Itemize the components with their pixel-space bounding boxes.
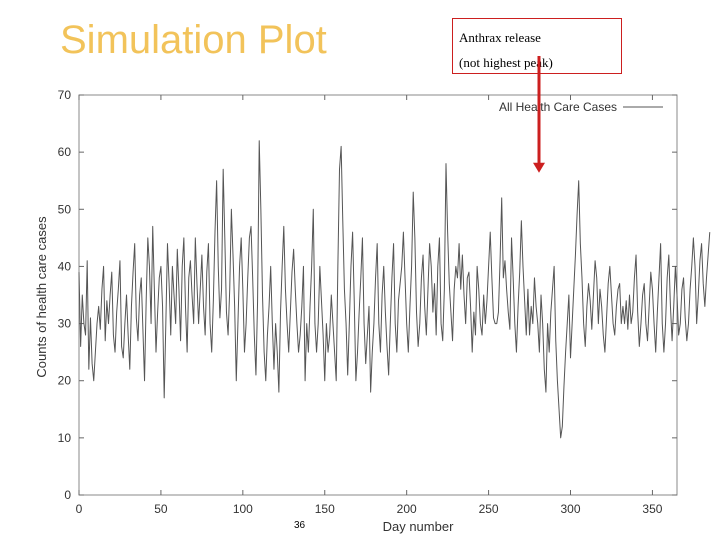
x-tick-label: 300 [560, 502, 580, 516]
slide-number: 36 [294, 520, 306, 531]
callout-line-1: Anthrax release [459, 30, 541, 45]
chart-ticks: 0 50 100 150 200 250 300 350 0 10 20 30 40 50 60 70 [58, 88, 677, 516]
x-tick-label: 350 [642, 502, 662, 516]
x-tick-label: 250 [479, 502, 499, 516]
x-tick-label: 50 [154, 502, 168, 516]
x-axis-label: Day number [383, 519, 454, 534]
annotation-arrow-head [533, 162, 545, 173]
series-line-0 [78, 140, 711, 439]
y-tick-label: 20 [58, 374, 72, 388]
y-tick-label: 0 [64, 488, 71, 502]
x-tick-label: 100 [233, 502, 253, 516]
y-tick-label: 30 [58, 317, 72, 331]
annotation-callout-box: Anthrax release (not highest peak) [452, 18, 622, 74]
y-tick-label: 70 [58, 88, 72, 102]
y-axis-label: Counts of health care cases [34, 216, 49, 378]
chart-series-layer [78, 140, 711, 439]
y-tick-label: 60 [58, 145, 72, 159]
chart-legend: All Health Care Cases [499, 100, 663, 114]
x-tick-label: 200 [397, 502, 417, 516]
slide-title: Simulation Plot [60, 18, 327, 62]
y-tick-label: 40 [58, 259, 72, 273]
y-tick-label: 10 [58, 431, 72, 445]
x-tick-label: 150 [315, 502, 335, 516]
x-tick-label: 0 [76, 502, 83, 516]
annotation-arrow-layer [533, 56, 545, 173]
legend-label: All Health Care Cases [499, 100, 617, 114]
callout-line-2: (not highest peak) [459, 55, 553, 70]
y-tick-label: 50 [58, 202, 72, 216]
